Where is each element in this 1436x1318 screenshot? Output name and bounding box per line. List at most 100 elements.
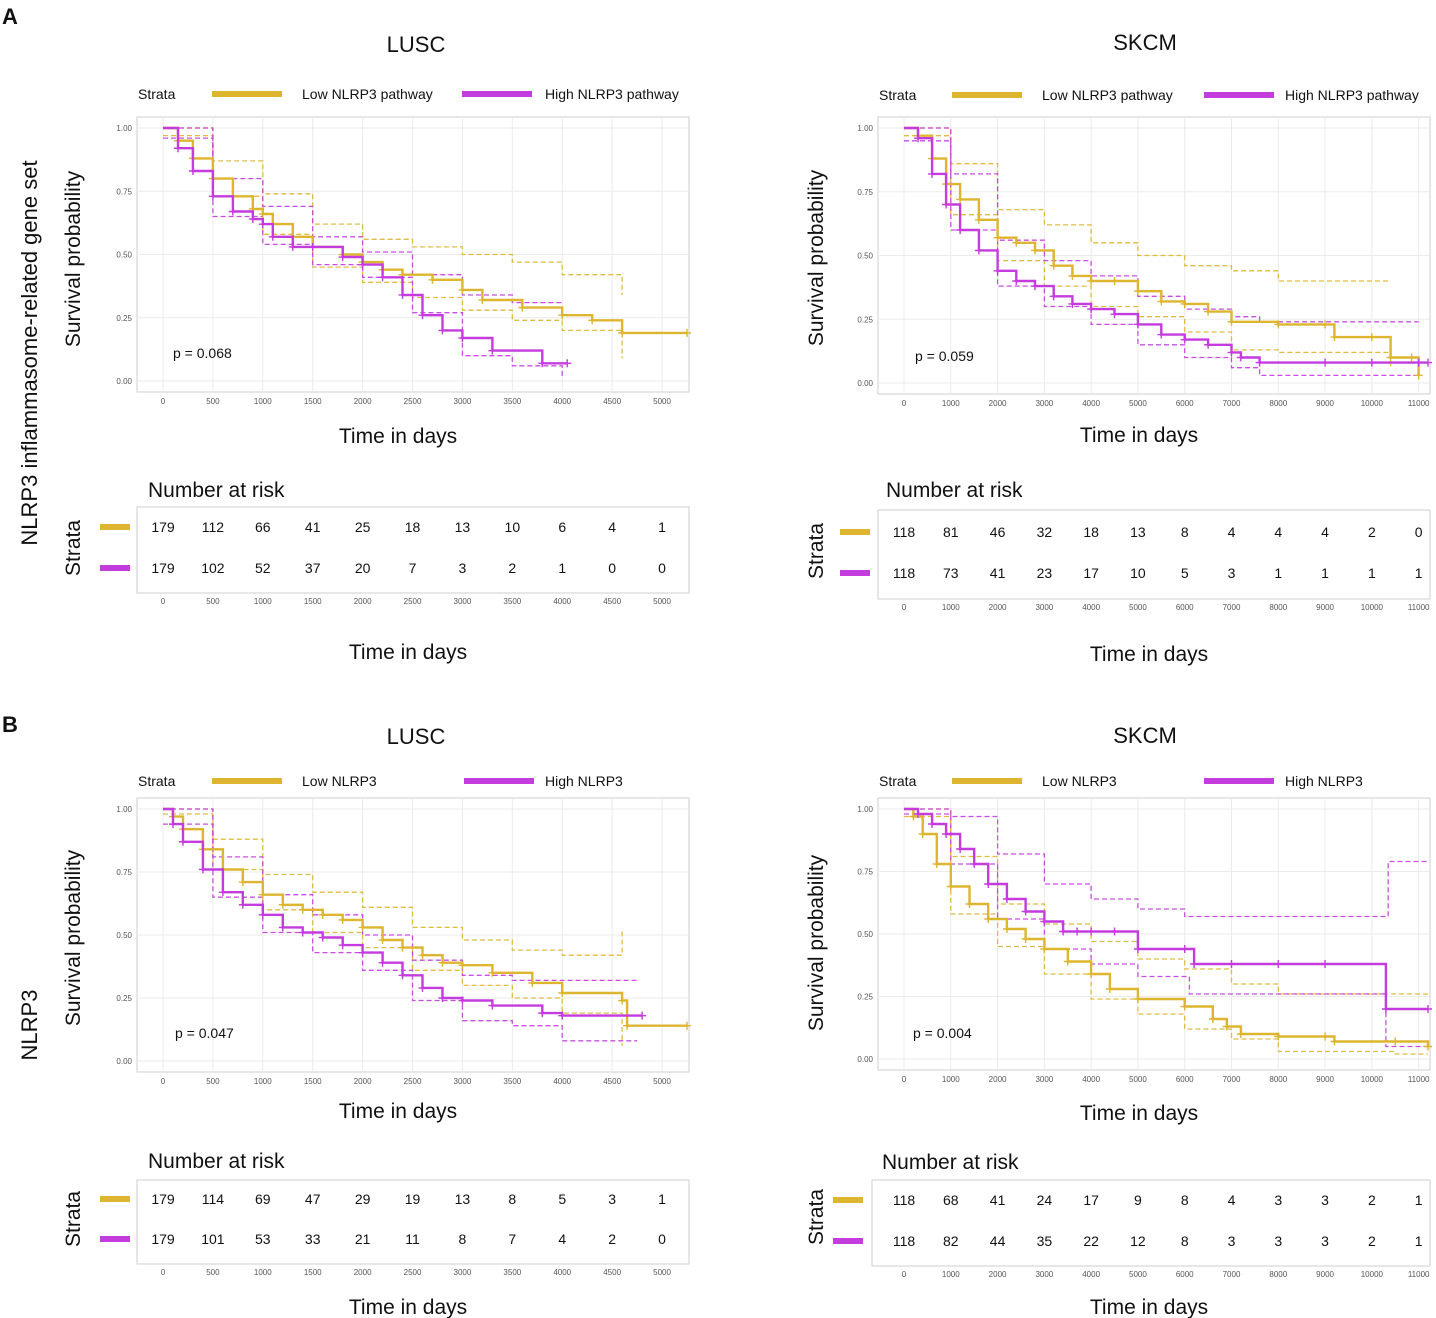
risk-x-axis-label: Time in days — [349, 641, 467, 664]
risk-x-tick-label: 2500 — [404, 597, 422, 606]
x-tick-label: 4000 — [1082, 1075, 1100, 1084]
risk-count-high: 37 — [305, 560, 321, 576]
censor-mark — [1105, 985, 1114, 993]
censor-mark — [438, 994, 447, 1002]
risk-count-high: 2 — [608, 1231, 616, 1247]
y-axis-label: Survival probability — [62, 170, 85, 347]
censor-mark — [1087, 305, 1096, 314]
censor-mark — [1087, 927, 1096, 936]
risk-x-axis-label: Time in days — [349, 1296, 467, 1318]
risk-count-low: 25 — [355, 519, 371, 535]
x-axis-label: Time in days — [1080, 424, 1198, 447]
risk-x-tick-label: 1000 — [942, 1270, 960, 1279]
risk-count-high: 82 — [943, 1233, 959, 1249]
risk-count-high: 21 — [355, 1231, 371, 1247]
risk-x-tick-label: 5000 — [1129, 603, 1147, 612]
risk-count-low: 18 — [405, 519, 421, 535]
risk-count-low: 32 — [1037, 524, 1053, 540]
x-tick-label: 6000 — [1176, 1075, 1194, 1084]
risk-x-tick-label: 0 — [902, 603, 907, 612]
risk-x-tick-label: 6000 — [1176, 1270, 1194, 1279]
censor-mark — [1227, 317, 1236, 326]
risk-x-tick-label: 4000 — [1082, 603, 1100, 612]
censor-mark — [928, 820, 937, 828]
risk-x-axis-label: Time in days — [1090, 643, 1208, 666]
risk-count-low: 3 — [608, 1191, 616, 1207]
risk-x-tick-label: 1000 — [254, 1268, 272, 1277]
censor-mark — [358, 923, 367, 932]
censor-mark — [168, 820, 177, 829]
risk-count-low: 114 — [202, 1191, 225, 1207]
censor-mark — [438, 326, 447, 335]
censor-mark — [1227, 348, 1236, 357]
x-tick-label: 4000 — [553, 397, 571, 406]
censor-mark — [965, 900, 974, 908]
censor-mark — [258, 220, 267, 229]
y-tick-label: 0.25 — [116, 994, 132, 1003]
censor-mark — [1031, 282, 1039, 291]
panel-label-b: B — [2, 712, 18, 737]
censor-mark — [278, 923, 287, 932]
censor-mark — [1274, 1032, 1283, 1041]
km-plot-skcm-b: SKCM Strata Low NLRP3 High NLRP3 1.00 0.75 0.5… — [805, 723, 1432, 1318]
censor-mark — [1012, 277, 1021, 285]
risk-count-high: 41 — [990, 565, 1006, 581]
legend-label-high: High NLRP3 — [545, 773, 623, 789]
y-tick-label: 0.50 — [116, 931, 132, 940]
censor-mark — [974, 215, 983, 224]
legend-strata-label: Strata — [138, 86, 176, 102]
y-tick-label: 0.25 — [116, 314, 132, 323]
risk-count-high: 1 — [1321, 565, 1329, 581]
censor-mark — [1321, 960, 1330, 968]
censor-mark — [1227, 960, 1236, 968]
censor-mark — [558, 988, 567, 997]
censor-mark — [1180, 335, 1189, 344]
x-axis-label: Time in days — [339, 425, 457, 448]
y-axis-label: Survival probability — [62, 849, 85, 1026]
censor-mark — [974, 246, 983, 255]
censor-mark — [428, 275, 437, 284]
panel-label-a: A — [2, 4, 18, 29]
risk-count-high: 0 — [658, 560, 666, 576]
censor-mark — [188, 167, 197, 176]
censor-mark — [942, 200, 951, 209]
censor-mark — [970, 860, 979, 868]
censor-mark — [518, 303, 527, 312]
censor-mark — [993, 266, 1002, 275]
risk-count-high: 5 — [1181, 565, 1189, 581]
x-tick-label: 3000 — [454, 1077, 472, 1086]
censor-mark — [488, 968, 497, 977]
risk-count-low: 9 — [1134, 1192, 1142, 1208]
x-tick-label: 6000 — [1176, 399, 1194, 408]
ci-low-upper — [163, 808, 623, 956]
risk-count-high: 1 — [1415, 565, 1423, 581]
censor-mark — [418, 951, 427, 960]
risk-x-tick-label: 2000 — [354, 597, 372, 606]
x-tick-label: 8000 — [1269, 399, 1287, 408]
risk-count-low: 179 — [151, 1191, 175, 1207]
risk-count-low: 4 — [1228, 1192, 1236, 1208]
censor-mark — [358, 948, 367, 957]
risk-strata-label: Strata — [62, 520, 85, 576]
censor-mark — [218, 888, 227, 897]
risk-x-tick-label: 3000 — [454, 1268, 472, 1277]
x-tick-label: 2000 — [989, 1075, 1007, 1084]
risk-count-low: 8 — [508, 1191, 516, 1207]
censor-mark — [618, 328, 627, 337]
risk-count-low: 112 — [202, 519, 225, 535]
risk-count-high: 101 — [201, 1231, 225, 1247]
censor-mark — [1087, 970, 1096, 978]
x-tick-label: 10000 — [1361, 399, 1384, 408]
censor-mark — [1133, 995, 1142, 1003]
x-tick-label: 2000 — [354, 397, 372, 406]
censor-mark — [1321, 358, 1330, 367]
censor-mark — [298, 928, 307, 937]
risk-table-title: Number at risk — [886, 479, 1023, 502]
risk-count-low: 4 — [1321, 524, 1329, 540]
risk-count-high: 3 — [459, 560, 467, 576]
censor-mark — [488, 1001, 497, 1010]
y-tick-label: 0.00 — [857, 1055, 873, 1064]
censor-mark — [1381, 1005, 1390, 1013]
y-tick-label: 0.50 — [857, 930, 873, 939]
censor-mark — [258, 210, 267, 219]
